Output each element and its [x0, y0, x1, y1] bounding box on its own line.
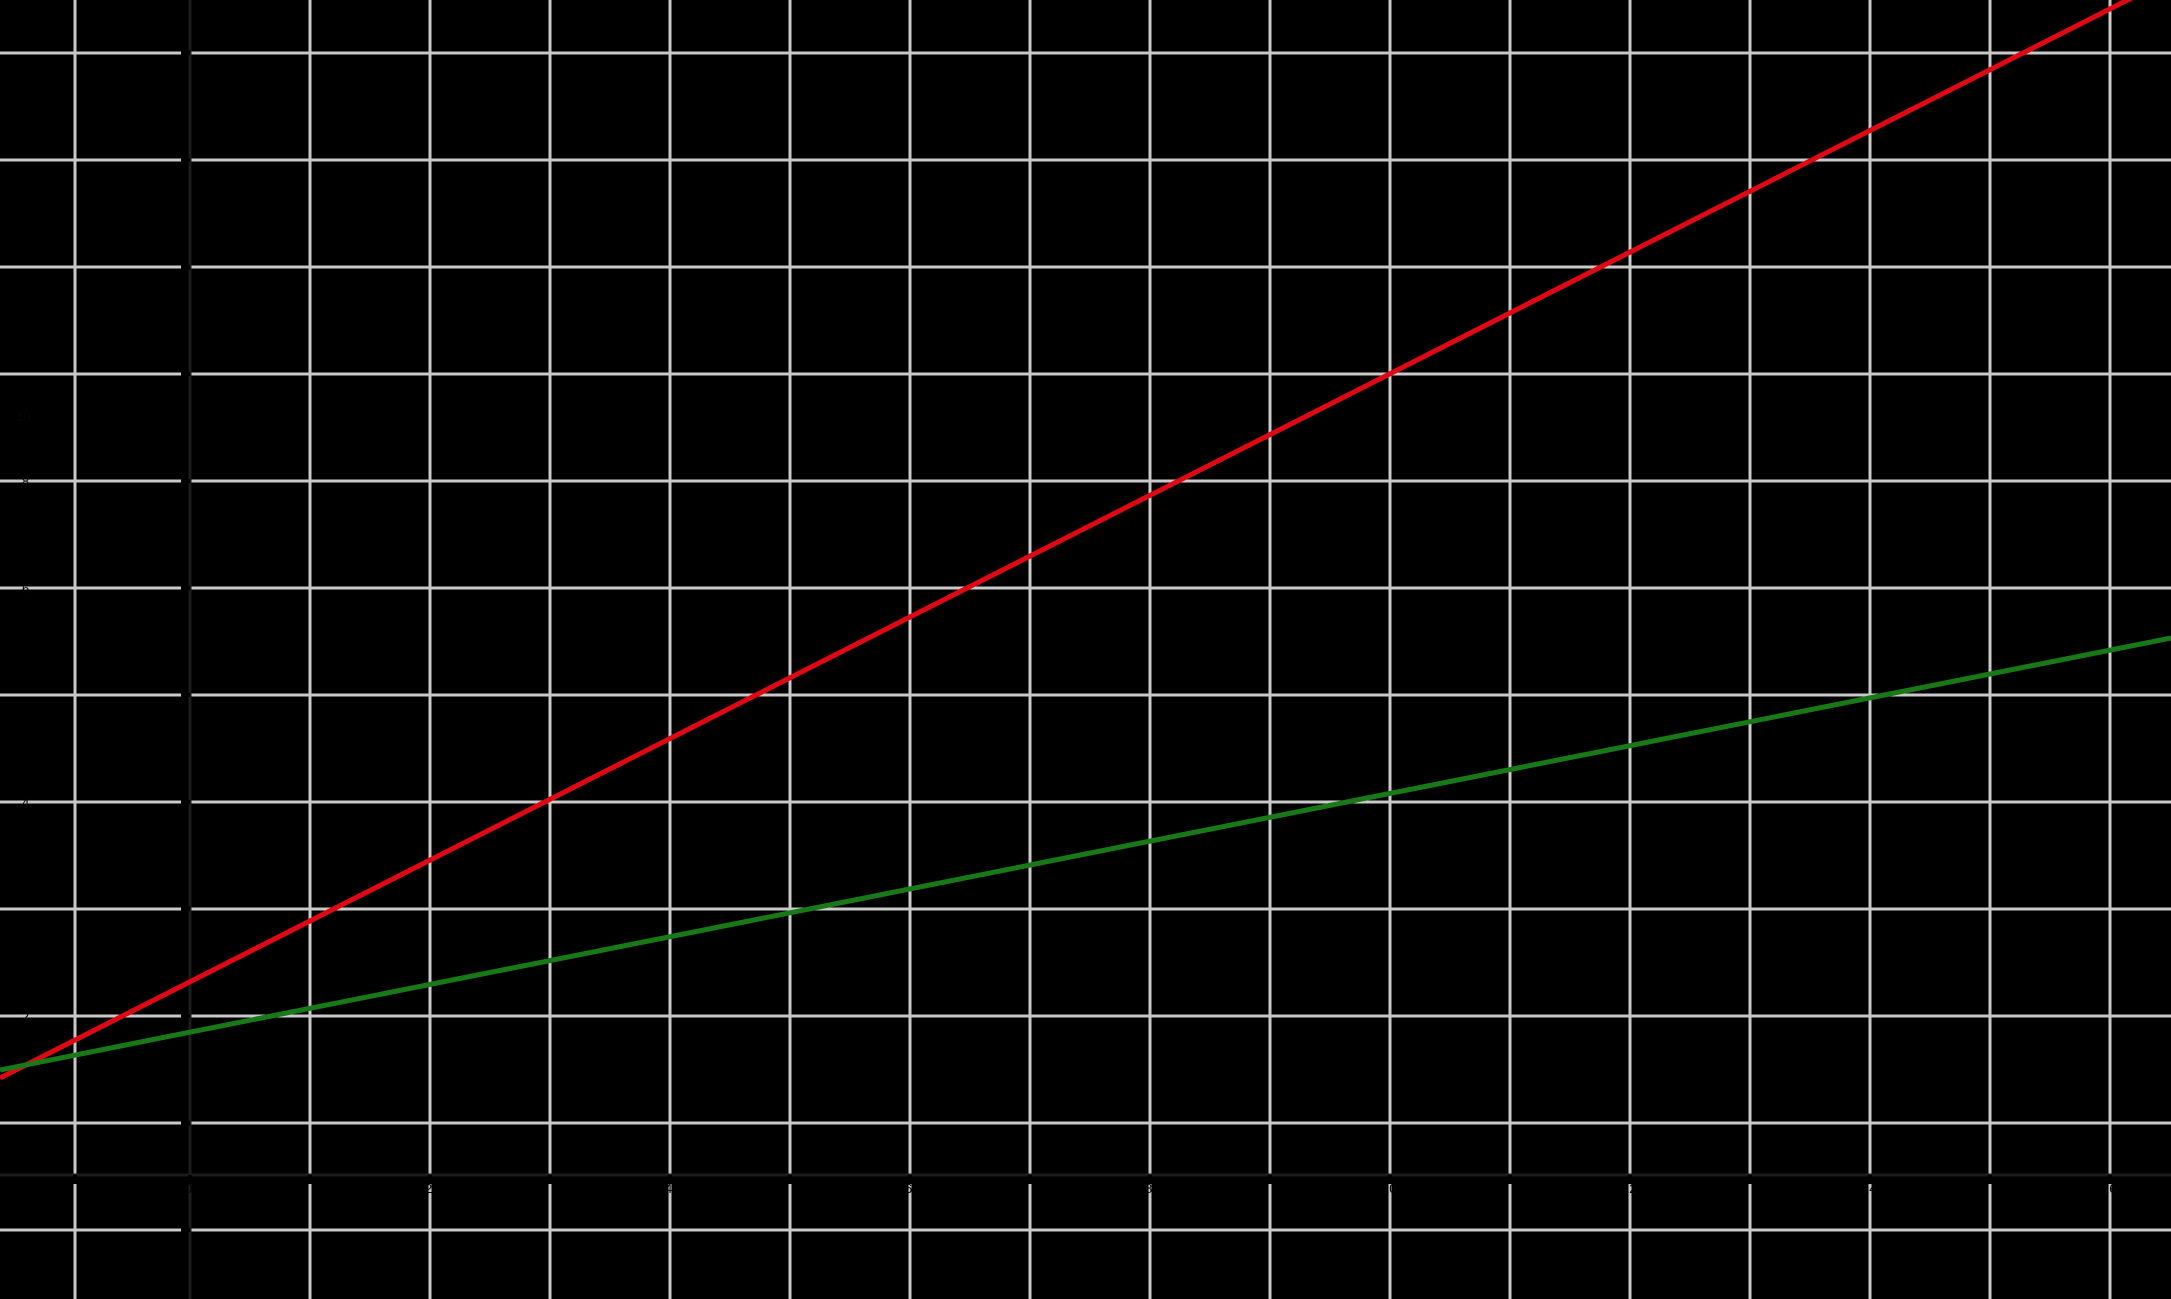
axis-tick-marks	[73, 51, 2112, 1232]
series-line-green-line	[0, 635, 2171, 1073]
series-line-red-line	[0, 0, 2134, 1081]
horizontal-gridlines	[0, 51, 2171, 1232]
series-lines	[0, 0, 2171, 1081]
